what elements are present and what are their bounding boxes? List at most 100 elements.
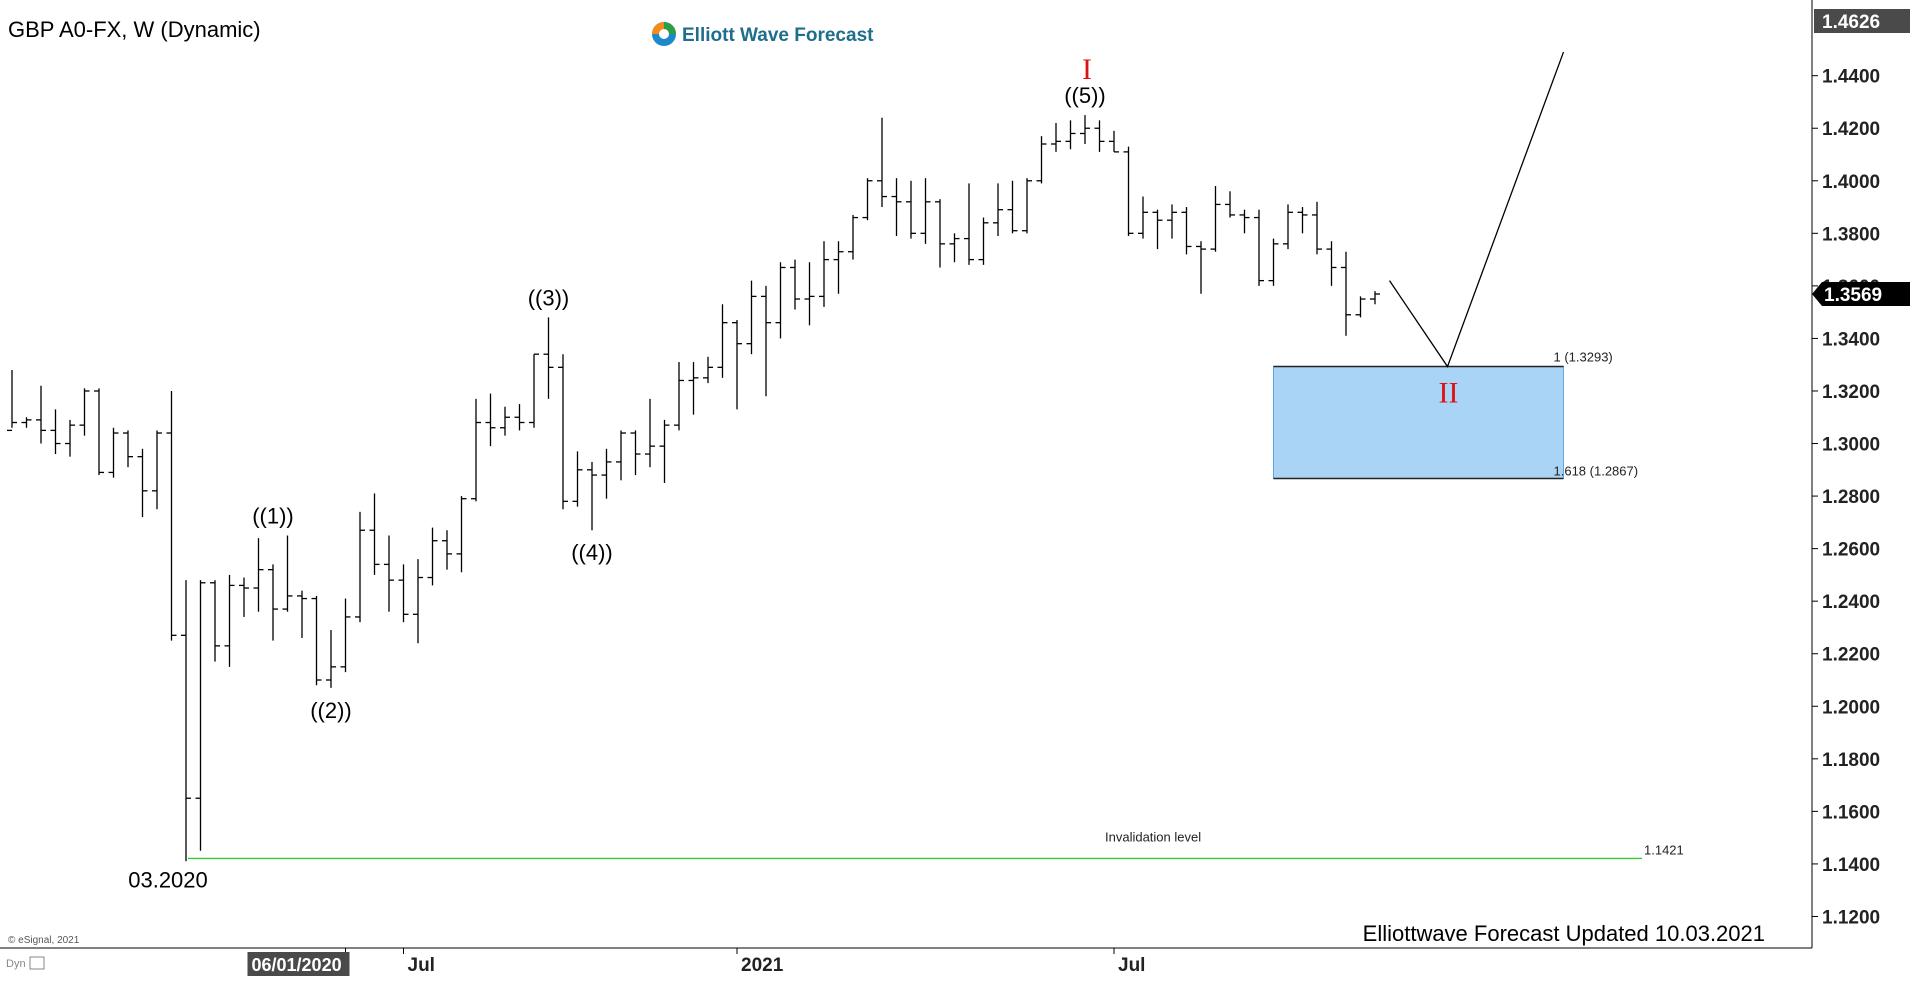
start-date-label: 03.2020 [128,867,208,892]
copyright-text: © eSignal, 2021 [8,935,80,946]
ohlc-bar [630,430,641,476]
ohlc-bar [268,564,278,641]
ohlc-bar [1065,120,1076,150]
y-tick-label: 1.3800 [1822,224,1880,245]
ohlc-bar [1022,178,1032,234]
ohlc-bar [384,535,394,612]
top-price-box [1814,9,1910,33]
ohlc-bar [949,233,960,263]
ohlc-bar [94,388,104,476]
wave-label: ((4)) [571,540,613,565]
invalidation-value: 1.1421 [1644,842,1684,857]
ohlc-bar [1225,191,1235,218]
dyn-indicator[interactable]: Dyn [6,956,45,970]
top-price-label: 1.4626 [1822,12,1880,33]
dyn-toggle-icon[interactable] [29,956,45,970]
ohlc-bar [601,448,612,499]
ohlc-bar [1239,209,1250,234]
y-tick-label: 1.1400 [1822,855,1880,876]
ohlc-bar [790,259,800,310]
y-tick-label: 1.2400 [1822,592,1880,613]
ohlc-bar [906,180,916,239]
ohlc-bar [485,393,496,447]
x-axis: 06/01/2020 Jul 2021 Jul [247,948,1145,976]
ohlc-bar [1297,207,1308,234]
ohlc-bar [1109,130,1119,153]
wave-label: ((1)) [252,503,294,528]
ohlc-bar [688,362,699,415]
ohlc-bar [108,427,119,478]
ohlc-bar [1312,201,1322,255]
ohlc-bar [1094,120,1105,152]
ohlc-bar [616,430,626,481]
forecast-updated-text: Elliottwave Forecast Updated 10.03.2021 [1363,921,1765,946]
last-price-box [1812,282,1910,307]
ohlc-bar [993,183,1003,236]
ohlc-bar [1326,241,1337,286]
ohlc-bar [659,419,670,483]
ohlc-bar [732,320,742,410]
y-tick-label: 1.1600 [1822,802,1880,823]
target-zone-layer: 1 (1.3293) 1.618 (1.2867) Invalidation lev… [188,350,1684,860]
ohlc-bar [1123,146,1134,236]
x-tick-label: 2021 [741,955,784,976]
ohlc-bar [529,353,539,428]
y-tick-label: 1.4200 [1822,119,1880,140]
ohlc-bar [1210,186,1221,252]
ohlc-bar [1370,291,1380,305]
projection-layer [1388,51,1565,368]
ohlc-bar [964,183,974,265]
ohlc-bar [137,448,148,518]
x-tick-label: Jul [408,955,435,976]
ohlc-bar [282,535,293,612]
last-price-label: 1.3569 [1824,285,1882,306]
ohlc-bar [717,304,728,378]
x-tick-label: 06/01/2020 [252,955,342,975]
y-tick-label: 1.1800 [1822,750,1880,771]
ohlc-bar [1007,180,1018,234]
y-tick-label: 1.2800 [1822,487,1880,508]
wave-label: ((2)) [310,698,352,723]
ohlc-bar [36,385,46,444]
ohlc-bar [369,493,380,575]
ohlc-bar [355,511,365,623]
wave-degree-label: II [1439,377,1459,410]
ohlc-bar [413,559,423,644]
target-zone-bottom-label: 1.618 (1.2867) [1554,463,1639,478]
ohlc-bar [79,388,90,436]
ohlc-bar [166,390,177,641]
ohlc-bar [123,430,133,468]
ohlc-bar [456,496,467,573]
ohlc-bar [1167,204,1177,239]
dyn-label: Dyn [6,958,26,970]
ohlc-bar [819,241,829,307]
last-price-badge: 1.3569 [1812,282,1910,307]
y-tick-label: 1.2000 [1822,697,1880,718]
ohlc-bar [572,451,583,507]
ohlc-bar [21,417,32,428]
ohlc-bar [65,419,75,457]
ohlc-bar [1080,115,1090,144]
ohlc-bar [1355,296,1366,318]
ohlc-bar [674,362,684,431]
ohlc-bar [935,199,945,268]
ohlc-bar [311,595,322,686]
wave-label: ((3)) [528,285,570,310]
ohlc-bar [442,530,452,570]
y-tick-label: 1.3200 [1822,382,1880,403]
ohlc-bar [398,564,409,623]
ohlc-bar [761,285,771,397]
ohlc-bar [877,117,887,208]
ohlc-bar [7,369,17,432]
top-price-badge: 1.4626 [1814,9,1910,33]
ohlc-bar [1196,241,1206,294]
x-tick-label: Jul [1118,955,1145,976]
ohlc-bar [340,598,351,673]
y-tick-label: 1.2200 [1822,645,1880,666]
ohlc-bar [427,527,438,586]
ohlc-bar [297,590,307,638]
